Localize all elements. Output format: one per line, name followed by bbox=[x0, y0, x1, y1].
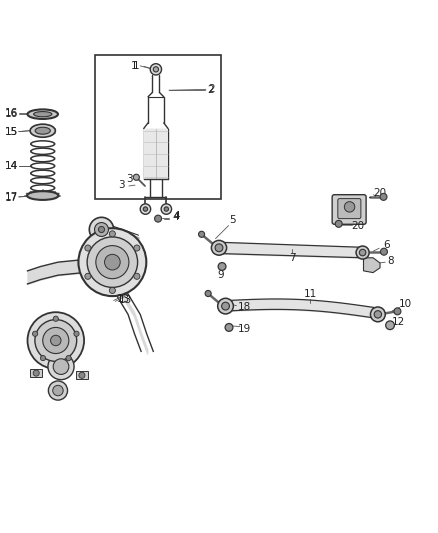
Circle shape bbox=[85, 245, 91, 251]
Text: 16: 16 bbox=[4, 108, 18, 118]
Bar bbox=[95, 55, 221, 199]
Text: 3: 3 bbox=[118, 180, 124, 190]
Circle shape bbox=[53, 316, 58, 321]
Text: 1: 1 bbox=[131, 61, 138, 71]
Ellipse shape bbox=[359, 249, 366, 256]
Circle shape bbox=[381, 248, 388, 255]
Circle shape bbox=[35, 320, 77, 361]
Text: 8: 8 bbox=[387, 256, 394, 266]
Text: 2: 2 bbox=[207, 85, 214, 95]
Text: 15: 15 bbox=[4, 126, 18, 136]
Circle shape bbox=[78, 228, 146, 296]
Circle shape bbox=[53, 359, 69, 375]
Circle shape bbox=[394, 308, 401, 315]
Circle shape bbox=[155, 215, 162, 222]
Circle shape bbox=[74, 331, 79, 336]
Circle shape bbox=[143, 207, 148, 211]
Ellipse shape bbox=[371, 307, 385, 322]
Text: 13: 13 bbox=[119, 295, 132, 305]
Text: 13: 13 bbox=[121, 258, 134, 268]
Circle shape bbox=[164, 207, 169, 211]
Circle shape bbox=[134, 273, 140, 279]
Circle shape bbox=[380, 193, 387, 200]
Ellipse shape bbox=[356, 246, 369, 259]
Circle shape bbox=[153, 67, 159, 72]
Text: 12: 12 bbox=[392, 317, 406, 327]
Ellipse shape bbox=[215, 244, 223, 252]
Circle shape bbox=[40, 356, 46, 361]
Circle shape bbox=[53, 385, 63, 396]
Text: 16: 16 bbox=[4, 109, 18, 119]
Ellipse shape bbox=[212, 240, 226, 255]
Ellipse shape bbox=[218, 298, 233, 314]
Circle shape bbox=[105, 254, 120, 270]
Circle shape bbox=[344, 201, 355, 212]
Circle shape bbox=[48, 353, 74, 379]
Circle shape bbox=[140, 204, 151, 214]
Circle shape bbox=[95, 223, 109, 237]
Circle shape bbox=[205, 290, 211, 296]
Circle shape bbox=[134, 245, 140, 251]
Ellipse shape bbox=[27, 191, 58, 200]
Text: 17: 17 bbox=[4, 192, 18, 202]
Text: 1: 1 bbox=[133, 61, 140, 71]
Text: 6: 6 bbox=[384, 240, 390, 250]
Text: 14: 14 bbox=[4, 161, 18, 172]
Circle shape bbox=[33, 370, 39, 376]
Circle shape bbox=[161, 204, 172, 214]
Text: 13: 13 bbox=[117, 294, 130, 304]
Text: 7: 7 bbox=[289, 253, 295, 263]
Circle shape bbox=[28, 312, 84, 369]
Text: 4: 4 bbox=[172, 212, 179, 222]
Circle shape bbox=[87, 237, 138, 287]
Text: 20: 20 bbox=[374, 188, 387, 198]
Ellipse shape bbox=[30, 124, 55, 137]
Circle shape bbox=[96, 246, 129, 279]
FancyBboxPatch shape bbox=[332, 195, 366, 224]
Circle shape bbox=[218, 263, 226, 270]
Circle shape bbox=[335, 220, 342, 228]
Circle shape bbox=[150, 63, 162, 75]
Circle shape bbox=[89, 217, 114, 241]
Text: 10: 10 bbox=[399, 299, 412, 309]
Text: 15: 15 bbox=[4, 127, 18, 138]
Circle shape bbox=[110, 231, 116, 237]
Ellipse shape bbox=[34, 111, 52, 117]
Text: 19: 19 bbox=[238, 324, 251, 334]
Ellipse shape bbox=[28, 109, 58, 119]
Ellipse shape bbox=[35, 127, 50, 134]
Circle shape bbox=[48, 381, 67, 400]
Text: 2: 2 bbox=[208, 84, 215, 94]
Circle shape bbox=[43, 327, 69, 353]
Ellipse shape bbox=[374, 311, 381, 318]
Circle shape bbox=[66, 356, 71, 361]
Bar bbox=[30, 369, 42, 377]
Circle shape bbox=[79, 372, 85, 378]
Text: 20: 20 bbox=[352, 221, 365, 231]
Circle shape bbox=[50, 335, 61, 346]
Text: 3: 3 bbox=[127, 174, 133, 183]
Circle shape bbox=[85, 273, 91, 279]
Circle shape bbox=[110, 287, 116, 294]
Text: 11: 11 bbox=[304, 289, 317, 300]
Circle shape bbox=[32, 331, 38, 336]
Bar bbox=[76, 371, 88, 379]
Text: 14: 14 bbox=[4, 161, 18, 172]
Text: 18: 18 bbox=[238, 302, 251, 312]
FancyBboxPatch shape bbox=[338, 199, 361, 219]
Text: 4: 4 bbox=[173, 212, 180, 221]
Bar bbox=[144, 128, 168, 180]
Circle shape bbox=[133, 174, 139, 180]
Text: 13: 13 bbox=[119, 258, 132, 268]
Circle shape bbox=[225, 324, 233, 332]
Circle shape bbox=[99, 227, 105, 232]
Text: 21: 21 bbox=[342, 209, 355, 219]
Text: 17: 17 bbox=[4, 193, 18, 203]
Ellipse shape bbox=[222, 302, 230, 310]
Circle shape bbox=[198, 231, 205, 237]
Text: 9: 9 bbox=[217, 270, 224, 280]
Circle shape bbox=[386, 321, 394, 329]
Text: 5: 5 bbox=[230, 215, 236, 225]
Polygon shape bbox=[364, 258, 380, 272]
